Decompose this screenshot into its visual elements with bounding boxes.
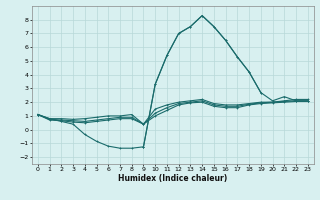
X-axis label: Humidex (Indice chaleur): Humidex (Indice chaleur) (118, 174, 228, 183)
